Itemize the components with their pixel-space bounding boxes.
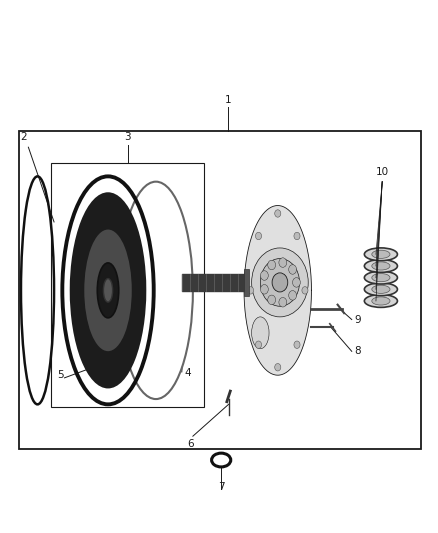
Circle shape <box>289 265 297 274</box>
Circle shape <box>260 259 300 306</box>
Circle shape <box>275 364 281 371</box>
Circle shape <box>275 210 281 217</box>
Text: 5: 5 <box>57 370 64 381</box>
Circle shape <box>247 287 254 294</box>
Circle shape <box>272 273 288 292</box>
Circle shape <box>255 232 261 240</box>
Text: 6: 6 <box>187 439 194 449</box>
Circle shape <box>268 260 276 270</box>
Bar <box>244 269 249 296</box>
Circle shape <box>252 248 308 317</box>
Circle shape <box>302 287 308 294</box>
Ellipse shape <box>70 192 146 389</box>
Text: 2: 2 <box>21 132 27 142</box>
Ellipse shape <box>372 262 390 270</box>
Ellipse shape <box>103 279 113 302</box>
Ellipse shape <box>364 283 397 296</box>
Bar <box>19 131 421 449</box>
Ellipse shape <box>372 250 390 259</box>
Ellipse shape <box>364 271 397 284</box>
Bar <box>51 163 204 407</box>
Ellipse shape <box>364 260 397 272</box>
Ellipse shape <box>97 263 119 318</box>
Text: 3: 3 <box>124 132 131 142</box>
Text: 10: 10 <box>376 167 389 177</box>
Ellipse shape <box>364 248 397 261</box>
Text: 4: 4 <box>184 368 191 377</box>
Circle shape <box>294 232 300 240</box>
Circle shape <box>261 271 268 280</box>
Ellipse shape <box>372 285 390 293</box>
Circle shape <box>293 278 300 287</box>
Ellipse shape <box>364 295 397 308</box>
Circle shape <box>279 297 287 307</box>
Polygon shape <box>244 206 311 375</box>
Ellipse shape <box>252 317 269 349</box>
Text: 1: 1 <box>224 95 231 105</box>
Ellipse shape <box>372 273 390 282</box>
Circle shape <box>289 290 297 300</box>
Text: 9: 9 <box>354 314 360 325</box>
Circle shape <box>255 341 261 349</box>
Ellipse shape <box>84 230 132 351</box>
Circle shape <box>268 295 276 305</box>
Circle shape <box>261 285 268 294</box>
Ellipse shape <box>372 297 390 305</box>
Circle shape <box>294 341 300 349</box>
Text: 7: 7 <box>218 482 225 492</box>
Circle shape <box>279 258 287 268</box>
Text: 8: 8 <box>354 346 360 357</box>
